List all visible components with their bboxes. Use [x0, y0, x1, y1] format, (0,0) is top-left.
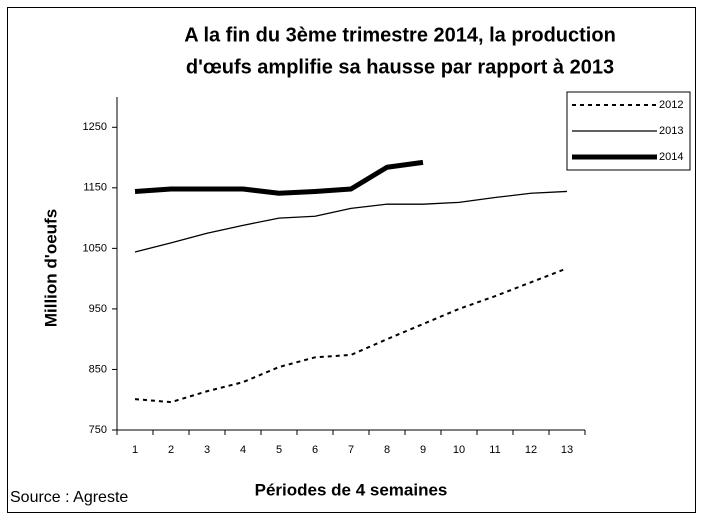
x-tick-label: 7	[348, 444, 354, 456]
legend-label: 2012	[659, 99, 683, 111]
x-tick-label: 2	[168, 444, 174, 456]
x-tick-label: 5	[276, 444, 282, 456]
x-tick-label: 6	[312, 444, 318, 456]
x-tick-label: 3	[204, 444, 210, 456]
x-tick-label: 12	[525, 444, 537, 456]
y-tick-label: 1250	[83, 121, 107, 133]
y-tick-label: 950	[89, 303, 107, 315]
y-tick-label: 850	[89, 363, 107, 375]
y-tick-label: 1050	[83, 242, 107, 254]
chart-title: d'œufs amplifie sa hausse par rapport à …	[186, 56, 614, 78]
frame	[7, 7, 696, 513]
chart-title: A la fin du 3ème trimestre 2014, la prod…	[184, 24, 616, 46]
x-tick-label: 13	[561, 444, 573, 456]
x-tick-label: 1	[132, 444, 138, 456]
series-line	[134, 190, 568, 253]
source: Source : Agreste	[10, 489, 128, 506]
x-tick-label: 10	[453, 444, 465, 456]
x-tick-label: 8	[384, 444, 390, 456]
x-tick-label: 11	[489, 444, 500, 456]
x-tick-label: 9	[420, 444, 426, 456]
y-axis-title: Million d'oeufs	[41, 209, 60, 327]
legend-label: 2013	[659, 125, 683, 137]
x-axis-title: Périodes de 4 semaines	[255, 480, 448, 499]
series-line	[134, 159, 424, 196]
x-tick-label: 4	[240, 444, 246, 456]
y-tick-label: 750	[89, 424, 107, 436]
y-tick-label: 1150	[83, 182, 107, 194]
legend-label: 2014	[659, 151, 683, 163]
series-line	[134, 267, 568, 404]
